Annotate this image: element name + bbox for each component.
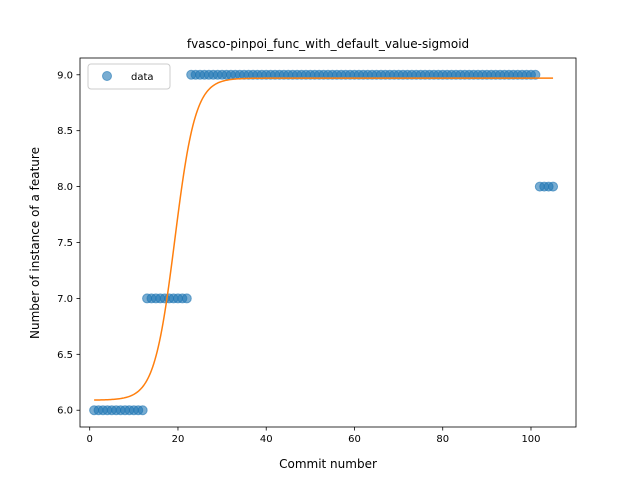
y-tick-label: 6.5	[57, 350, 73, 361]
fit-curve-group	[94, 77, 554, 401]
y-tick-label: 7.0	[57, 294, 73, 305]
x-tick-label: 40	[260, 434, 273, 445]
x-tick-label: 60	[348, 434, 361, 445]
x-tick-label: 100	[521, 434, 540, 445]
legend: data	[87, 63, 171, 90]
y-axis-label: Number of instance of a feature	[28, 147, 42, 339]
chart-title: fvasco-pinpoi_func_with_default_value-si…	[187, 37, 469, 51]
data-point	[181, 293, 192, 304]
y-tick-label: 9.0	[57, 70, 73, 81]
legend-label-data: data	[131, 72, 154, 83]
x-tick-label: 20	[172, 434, 185, 445]
y-tick-label: 8.5	[57, 126, 73, 137]
axes: 0 20 40 60 80 100 6.0 6.5 7.0 7.5 8.0 8.5 9.0	[57, 57, 577, 445]
y-tick-label: 6.0	[57, 406, 73, 417]
x-tick-label: 0	[87, 434, 93, 445]
data-point	[530, 69, 541, 80]
data-point	[548, 181, 559, 192]
x-tick-label: 80	[436, 434, 449, 445]
y-tick-label: 7.5	[57, 238, 73, 249]
legend-frame	[87, 63, 171, 90]
legend-marker-data	[102, 71, 112, 81]
data-points	[89, 69, 559, 416]
y-tick-label: 8.0	[57, 182, 73, 193]
data-point	[137, 405, 148, 416]
x-axis-label: Commit number	[279, 457, 377, 471]
fit-curve	[94, 77, 554, 401]
